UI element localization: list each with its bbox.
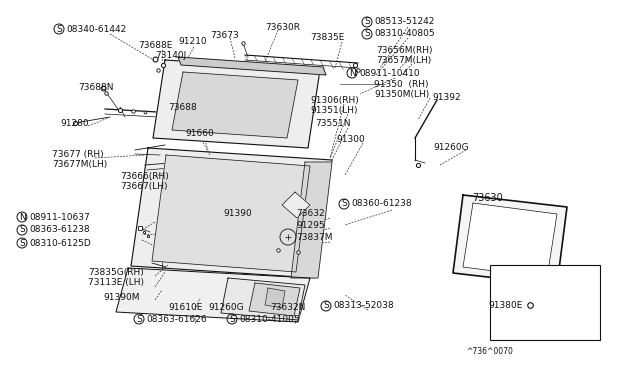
Text: S: S <box>364 29 370 38</box>
Text: 73837M: 73837M <box>296 234 333 243</box>
Text: 73666(RH): 73666(RH) <box>120 171 169 180</box>
Polygon shape <box>172 72 298 138</box>
Text: 91306(RH): 91306(RH) <box>310 96 359 105</box>
Polygon shape <box>249 283 300 316</box>
Text: 73632: 73632 <box>296 209 324 218</box>
Text: 91390: 91390 <box>223 208 252 218</box>
Text: 73113E (LH): 73113E (LH) <box>88 279 144 288</box>
Text: 91610E: 91610E <box>168 302 202 311</box>
Text: 91390M: 91390M <box>103 294 140 302</box>
Text: 91380E: 91380E <box>488 301 522 310</box>
Polygon shape <box>453 195 567 285</box>
Text: 73688E: 73688E <box>138 42 172 51</box>
Polygon shape <box>152 155 310 272</box>
Text: 91392: 91392 <box>432 93 461 103</box>
Text: 08340-61442: 08340-61442 <box>66 25 126 33</box>
Text: 08313-52038: 08313-52038 <box>333 301 394 311</box>
Text: 08911-10637: 08911-10637 <box>29 212 90 221</box>
Text: 91210: 91210 <box>178 38 207 46</box>
Polygon shape <box>153 60 320 148</box>
Text: 08310-40805: 08310-40805 <box>374 29 435 38</box>
Text: S: S <box>19 238 25 247</box>
Text: 73140J: 73140J <box>155 51 186 60</box>
Text: 73677 (RH): 73677 (RH) <box>52 150 104 158</box>
Text: 73551N: 73551N <box>315 119 351 128</box>
Text: 73630R: 73630R <box>265 22 300 32</box>
Text: 08513-51242: 08513-51242 <box>374 17 435 26</box>
Polygon shape <box>463 203 557 278</box>
Text: 08360-61238: 08360-61238 <box>351 199 412 208</box>
Text: 91660: 91660 <box>185 129 214 138</box>
Text: 91351(LH): 91351(LH) <box>310 106 358 115</box>
Polygon shape <box>131 148 332 278</box>
Text: 73677M(LH): 73677M(LH) <box>52 160 108 169</box>
Text: 08911-10410: 08911-10410 <box>359 68 420 77</box>
Text: S: S <box>341 199 347 208</box>
Text: S: S <box>364 17 370 26</box>
Bar <box>490 265 600 340</box>
Polygon shape <box>291 162 332 278</box>
Text: N: N <box>349 68 355 77</box>
Text: 91300: 91300 <box>336 135 365 144</box>
Text: 73688: 73688 <box>168 103 196 112</box>
Text: 91260G: 91260G <box>208 302 244 311</box>
Text: S: S <box>19 225 25 234</box>
Text: 73835E: 73835E <box>310 33 344 42</box>
Text: S: S <box>136 314 142 324</box>
Polygon shape <box>178 57 326 75</box>
Text: S: S <box>229 314 235 324</box>
Text: 08363-61626: 08363-61626 <box>146 314 207 324</box>
Text: 91350  (RH): 91350 (RH) <box>374 80 429 89</box>
Polygon shape <box>221 278 305 320</box>
Text: S: S <box>323 301 329 311</box>
Text: 08363-61238: 08363-61238 <box>29 225 90 234</box>
Polygon shape <box>116 268 310 322</box>
Text: 91350M(LH): 91350M(LH) <box>374 90 429 99</box>
Text: 73630: 73630 <box>472 193 503 203</box>
Text: 08310-6125D: 08310-6125D <box>29 238 91 247</box>
Text: 73835G(RH): 73835G(RH) <box>88 267 144 276</box>
Polygon shape <box>282 192 310 218</box>
Text: N: N <box>19 212 26 221</box>
Polygon shape <box>265 288 285 308</box>
Text: ^736^0070: ^736^0070 <box>466 347 513 356</box>
Text: 73673: 73673 <box>210 31 239 39</box>
Text: 73632N: 73632N <box>270 302 305 311</box>
Text: 73656M(RH): 73656M(RH) <box>376 45 433 55</box>
Text: 73657M(LH): 73657M(LH) <box>376 55 431 64</box>
Text: 08310-41005: 08310-41005 <box>239 314 300 324</box>
Text: 91280: 91280 <box>60 119 88 128</box>
Text: S: S <box>56 25 62 33</box>
Text: 91295: 91295 <box>296 221 324 230</box>
Text: 91260G: 91260G <box>433 142 468 151</box>
Text: 73688N: 73688N <box>78 83 113 93</box>
Text: 73667(LH): 73667(LH) <box>120 182 168 190</box>
